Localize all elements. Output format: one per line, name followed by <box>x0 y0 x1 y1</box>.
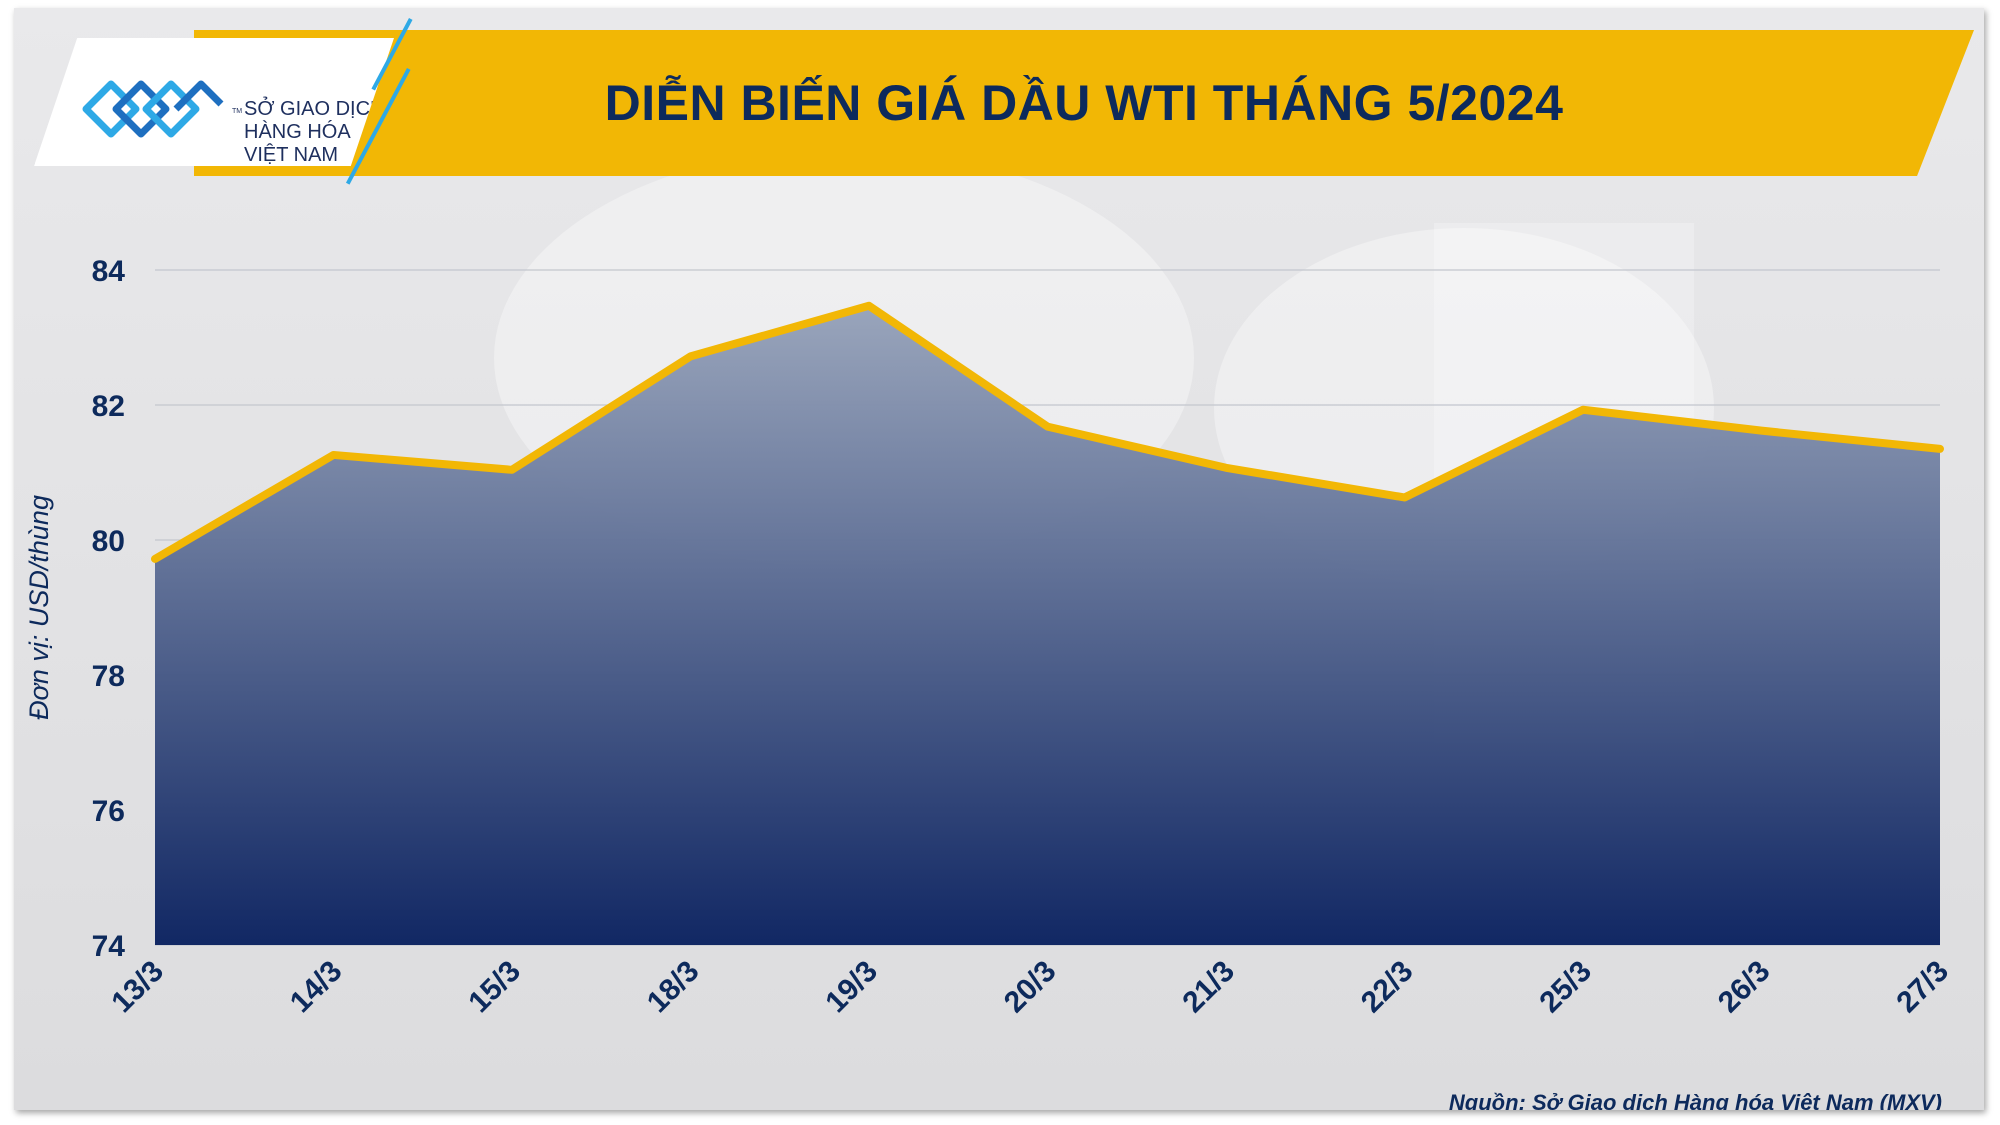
x-tick-label: 15/3 <box>462 955 527 1020</box>
chart-title: DIỄN BIẾN GIÁ DẦU WTI THÁNG 5/2024 <box>604 75 1564 131</box>
data-point <box>1580 406 1586 413</box>
data-point <box>152 555 158 562</box>
x-tick-label: 26/3 <box>1712 955 1777 1020</box>
mxv-logo-icon <box>82 80 224 138</box>
price-area <box>155 305 1940 945</box>
y-tick-label: 76 <box>92 795 125 828</box>
logo: TM SỞ GIAO DỊCH HÀNG HÓA VIỆT NAM <box>34 38 394 166</box>
logo-line: SỞ GIAO DỊCH <box>244 98 385 120</box>
x-tick-label: 27/3 <box>1890 955 1955 1020</box>
x-tick-label: 18/3 <box>641 955 706 1020</box>
source-note: Nguồn: Sở Giao dịch Hàng hóa Việt Nam (M… <box>1448 1090 1942 1110</box>
logo-text: SỞ GIAO DỊCH HÀNG HÓA VIỆT NAM <box>244 98 385 166</box>
y-tick-label: 78 <box>92 660 125 693</box>
title-banner <box>194 30 1974 176</box>
data-point <box>509 466 515 473</box>
logo-line: HÀNG HÓA <box>244 121 351 143</box>
y-tick-label: 84 <box>92 255 126 288</box>
data-point <box>687 353 694 360</box>
y-tick-label: 74 <box>92 930 126 963</box>
x-tick-label: 25/3 <box>1533 955 1598 1020</box>
x-tick-label: 13/3 <box>105 955 170 1020</box>
data-point <box>1401 494 1408 501</box>
data-point <box>1044 423 1051 430</box>
y-tick-label: 82 <box>92 390 125 423</box>
data-point <box>1758 427 1765 434</box>
x-tick-label: 21/3 <box>1176 955 1241 1020</box>
y-axis-label: Đơn vị: USD/thùng <box>24 495 54 720</box>
trademark-label: TM <box>232 108 243 115</box>
x-tick-label: 20/3 <box>998 955 1063 1020</box>
data-point <box>1223 464 1229 471</box>
x-tick-label: 19/3 <box>819 955 884 1020</box>
data-point <box>1937 445 1943 452</box>
x-tick-label: 22/3 <box>1355 955 1420 1020</box>
logo-line: VIỆT NAM <box>244 144 339 166</box>
data-point <box>866 302 872 309</box>
x-tick-label: 14/3 <box>284 955 349 1020</box>
y-tick-label: 80 <box>92 525 125 558</box>
data-point <box>330 451 337 458</box>
